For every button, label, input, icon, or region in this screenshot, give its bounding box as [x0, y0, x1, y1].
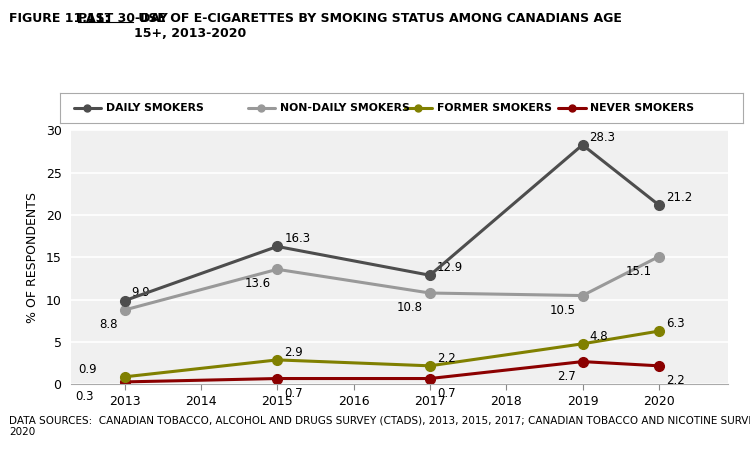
Text: 13.6: 13.6	[244, 277, 270, 290]
Text: DATA SOURCES:  CANADIAN TOBACCO, ALCOHOL AND DRUGS SURVEY (CTADS), 2013, 2015, 2: DATA SOURCES: CANADIAN TOBACCO, ALCOHOL …	[9, 416, 750, 437]
Text: NON-DAILY SMOKERS: NON-DAILY SMOKERS	[280, 103, 410, 113]
Text: FIGURE 11.11:: FIGURE 11.11:	[9, 12, 114, 25]
Text: 0.7: 0.7	[284, 387, 303, 399]
Text: USE OF E-CIGARETTES BY SMOKING STATUS AMONG CANADIANS AGE
15+, 2013-2020: USE OF E-CIGARETTES BY SMOKING STATUS AM…	[134, 12, 621, 40]
Text: 6.3: 6.3	[666, 317, 685, 330]
Text: 2.2: 2.2	[666, 374, 685, 387]
Text: 2.9: 2.9	[284, 346, 303, 359]
Text: DAILY SMOKERS: DAILY SMOKERS	[106, 103, 203, 113]
Text: 8.8: 8.8	[99, 318, 118, 331]
Text: 0.9: 0.9	[78, 363, 97, 376]
Text: PAST 30-DAY: PAST 30-DAY	[78, 12, 168, 25]
Text: 4.8: 4.8	[590, 329, 608, 343]
Text: 9.9: 9.9	[131, 287, 150, 300]
Text: 28.3: 28.3	[590, 130, 616, 144]
Text: 0.7: 0.7	[436, 387, 455, 399]
Text: NEVER SMOKERS: NEVER SMOKERS	[590, 103, 694, 113]
Text: FORMER SMOKERS: FORMER SMOKERS	[436, 103, 551, 113]
Text: 21.2: 21.2	[666, 191, 692, 204]
Text: 15.1: 15.1	[626, 265, 652, 278]
Text: 16.3: 16.3	[284, 232, 310, 245]
Text: 2.7: 2.7	[556, 370, 575, 383]
Text: 12.9: 12.9	[436, 261, 463, 274]
Text: 2.2: 2.2	[436, 352, 455, 365]
Text: 10.5: 10.5	[550, 304, 575, 316]
Text: 0.3: 0.3	[76, 390, 94, 403]
Y-axis label: % OF RESPONDENTS: % OF RESPONDENTS	[26, 192, 39, 323]
Text: 10.8: 10.8	[397, 301, 423, 314]
